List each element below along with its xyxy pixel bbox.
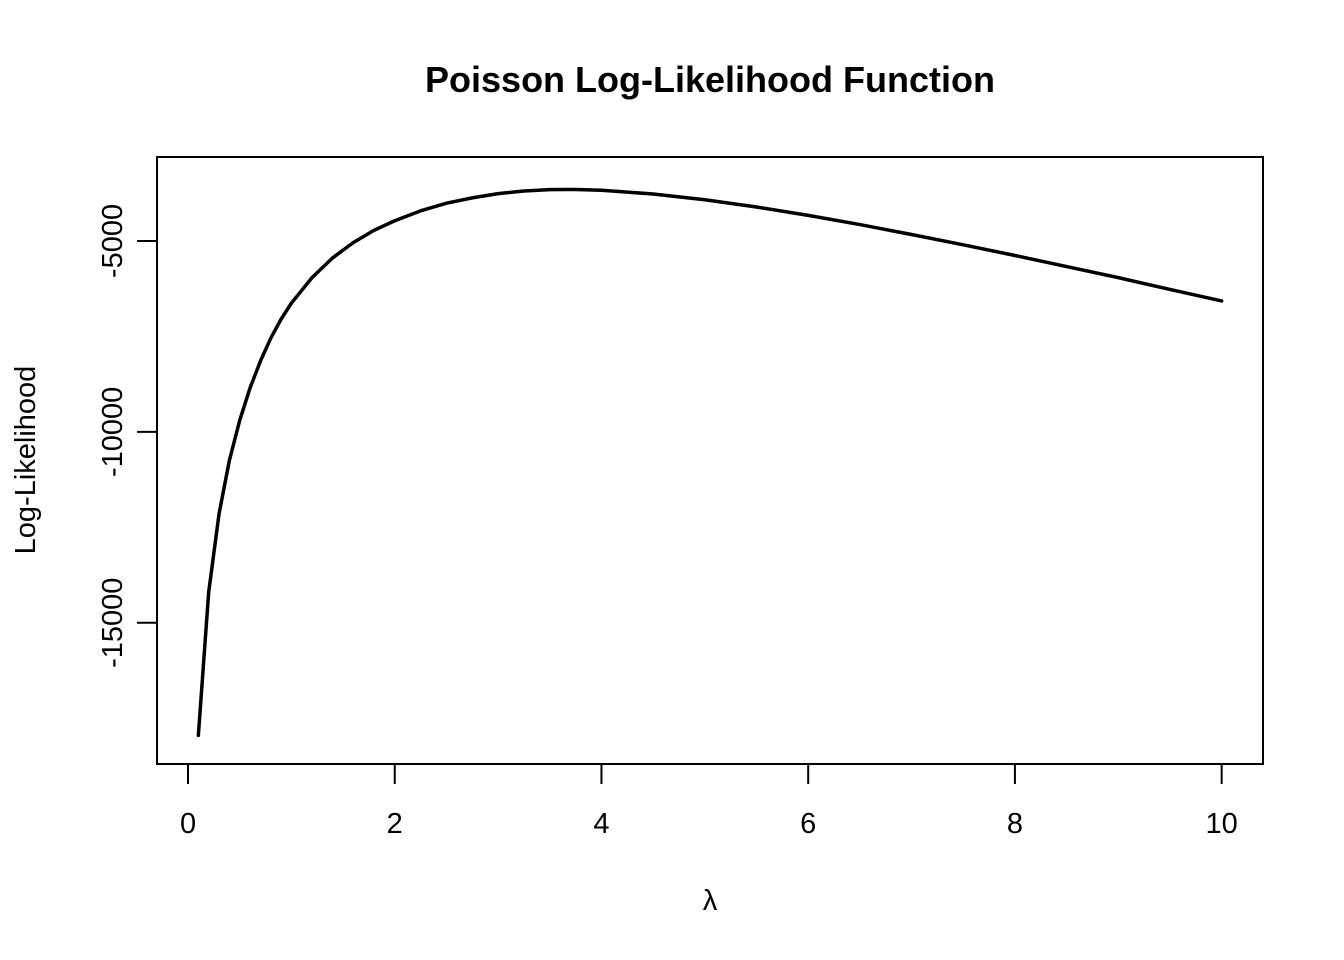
y-tick-label: -10000	[97, 387, 129, 477]
y-tick-label: -15000	[97, 578, 129, 668]
y-axis-label: Log-Likelihood	[10, 366, 42, 555]
x-tick-label: 8	[1007, 808, 1023, 840]
y-tick-label: -5000	[97, 204, 129, 278]
series-line	[196, 187, 1224, 738]
series-layer	[196, 187, 1224, 738]
x-tick-label: 2	[387, 808, 403, 840]
x-tick-label: 0	[180, 808, 196, 840]
x-axis-label: λ	[703, 885, 718, 917]
x-tick-label: 6	[800, 808, 816, 840]
plot-frame	[156, 156, 1264, 765]
x-tick-label: 10	[1206, 808, 1238, 840]
chart-title: Poisson Log-Likelihood Function	[425, 59, 995, 100]
x-tick-label: 4	[593, 808, 609, 840]
x-axis: 0 2 4 6 8 10	[180, 763, 1238, 840]
y-axis: -15000 -10000 -5000	[97, 204, 158, 668]
